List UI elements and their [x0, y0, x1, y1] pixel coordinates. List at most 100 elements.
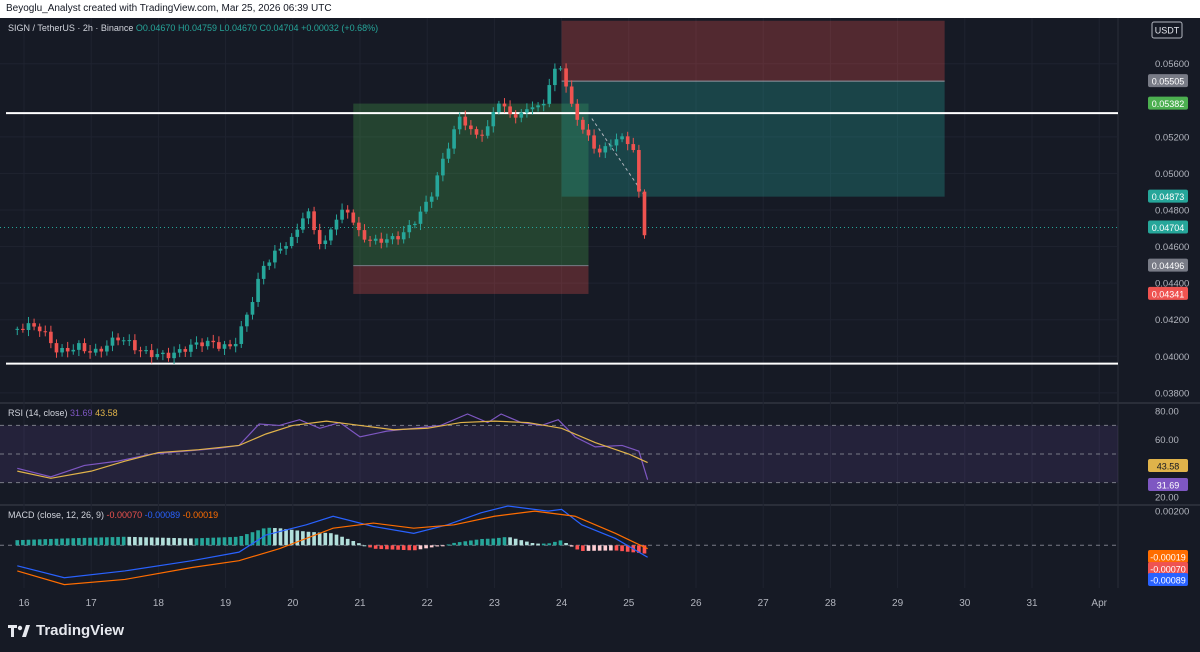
candle-body [631, 144, 636, 151]
tradingview-logo-icon [8, 624, 30, 637]
macd-histogram-bar [105, 537, 109, 546]
candle-body [329, 229, 333, 241]
price-label-bg [1148, 189, 1188, 203]
macd-histogram-bar [525, 541, 529, 546]
price-label-bg [1148, 220, 1188, 234]
macd-histogram-bar [256, 530, 260, 546]
candle-body [424, 201, 428, 212]
candle-body [385, 239, 389, 243]
x-tick-label: Apr [1091, 598, 1107, 609]
price-label: 0.05505 [1152, 77, 1185, 87]
candle-body [597, 148, 602, 153]
x-tick-label: 31 [1026, 598, 1038, 609]
macd-value-label: -0.00070 [1150, 565, 1186, 575]
macd-histogram-bar [161, 537, 165, 546]
macd-histogram-bar [441, 545, 445, 547]
macd-histogram-bar [609, 545, 613, 551]
price-tick-label: 0.04600 [1155, 242, 1189, 253]
macd-histogram-bar [312, 532, 316, 546]
macd-histogram-bar [547, 543, 552, 546]
macd-histogram-bar [452, 542, 456, 546]
price-labels: 0.05505 0.05382 0.04873 0.04704 0.04496 0.043… [1148, 74, 1188, 586]
macd-histogram-bar [491, 538, 496, 546]
candle-body [491, 112, 496, 127]
x-tick-label: 23 [489, 598, 501, 609]
candle-body [183, 349, 188, 352]
macd-histogram-bar [446, 544, 451, 546]
macd-histogram-bar [530, 543, 535, 546]
candle-body [413, 223, 417, 226]
macd-histogram-bar [435, 545, 440, 547]
candle-body [228, 344, 232, 347]
macd-histogram-bar [49, 538, 53, 546]
macd-histogram-bar [166, 537, 171, 546]
candle-body [172, 352, 176, 359]
candle-body [110, 337, 115, 346]
macd-histogram-bar [93, 537, 98, 546]
signal-line [17, 510, 648, 586]
candle-body [256, 278, 260, 303]
macd-hist-label-bg [1148, 550, 1188, 563]
price-tick-label: 0.04400 [1155, 279, 1189, 290]
macd-histogram-bar [289, 529, 294, 546]
macd-histogram-bar [480, 538, 484, 546]
short-stop-zone [561, 20, 945, 82]
macd-histogram-bar [116, 536, 120, 546]
x-tick-label: 24 [556, 598, 568, 609]
axes: 16 17 18 19 20 21 22 23 24 25 26 27 28 29 30 31 Apr 0.056… [18, 21, 1189, 609]
tradingview-brand: TradingView [8, 622, 124, 639]
macd-histogram-bar [250, 532, 255, 546]
attribution-bar: Beyoglu_Analyst created with TradingView… [0, 0, 1200, 18]
macd-histogram-bar [200, 538, 204, 546]
horizontal-levels[interactable] [0, 112, 1118, 365]
x-tick-label: 20 [287, 598, 299, 609]
currency-button-frame [1151, 21, 1183, 39]
position-tools[interactable] [353, 20, 945, 294]
price-label: 0.04496 [1152, 261, 1185, 271]
rsi-ma-label-bg [1148, 459, 1188, 472]
macd-histogram-bar [127, 536, 132, 546]
macd-histogram-bar [88, 537, 92, 546]
macd-value: -0.00070 [104, 510, 142, 520]
macd-histogram-bar [177, 538, 182, 546]
macd-histogram-bar [37, 539, 42, 546]
candle-body [480, 134, 484, 136]
price-label-bg [1148, 258, 1188, 272]
rsi-line [17, 413, 649, 480]
candle-body [609, 145, 613, 147]
short-target-zone [561, 81, 945, 197]
macd-histogram-bar [267, 527, 272, 546]
macd-histogram-bar [597, 545, 602, 551]
macd-histogram-bar [553, 541, 557, 546]
macd-histogram-bar [541, 543, 546, 546]
candle-body [340, 209, 344, 220]
candle-body [513, 114, 518, 118]
ohlc-value: L0.04670 [217, 23, 257, 33]
candle-body [541, 103, 546, 106]
symbol-legend: SIGN / TetherUS · 2h · Binance O0.04670 … [8, 23, 378, 33]
macd-histogram-bar [457, 542, 462, 546]
candle-body [625, 136, 630, 145]
candle-body [379, 238, 384, 243]
candle-body [194, 342, 199, 345]
candle-body [245, 314, 249, 327]
macd-histogram-bar [519, 540, 524, 546]
macd-hist-label: -0.00019 [1150, 553, 1186, 563]
macd-histogram-bar [245, 534, 249, 546]
candle-body [261, 265, 266, 279]
legends: SIGN / TetherUS · 2h · Binance O0.04670 … [8, 23, 378, 520]
candle-body [407, 225, 412, 233]
macd-histogram-bar [222, 537, 227, 546]
macd-histogram-bar [194, 538, 199, 546]
macd-histogram-bar [15, 540, 20, 546]
candle-body [564, 68, 568, 87]
candle-body [60, 347, 64, 353]
price-chart[interactable]: 16 17 18 19 20 21 22 23 24 25 26 27 28 29 30 31 Apr 0.056… [0, 18, 1200, 618]
candle-body [133, 340, 137, 351]
macd-histogram-bar [401, 545, 406, 550]
macd-histogram-bar [558, 540, 563, 546]
candle-body [614, 139, 619, 146]
candle-body [463, 116, 468, 126]
macd-histogram-bar [564, 543, 568, 546]
macd-histogram-bar [121, 536, 126, 546]
